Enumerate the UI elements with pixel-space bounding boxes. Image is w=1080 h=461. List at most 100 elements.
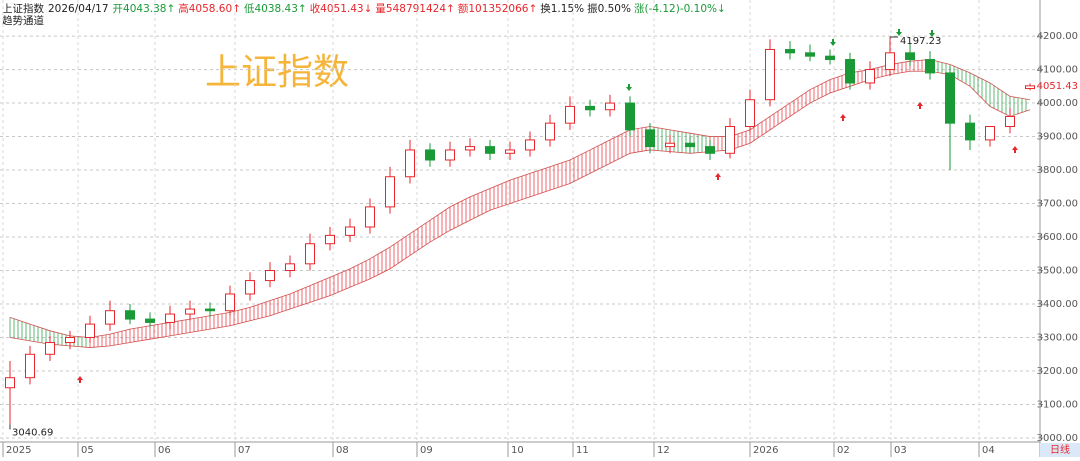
candle-body <box>425 149 435 161</box>
candle-body <box>165 313 175 323</box>
candle-body <box>745 99 755 128</box>
buy-arrow <box>715 173 721 180</box>
period-label[interactable]: 日线 <box>1050 443 1070 456</box>
candle-body <box>945 72 955 124</box>
candle-body <box>665 142 675 148</box>
x-tick-label: 07 <box>238 445 251 456</box>
candle-body <box>125 310 135 320</box>
candle-body <box>965 122 975 141</box>
quote-field: 量548791424↑ <box>375 3 454 15</box>
candle-body <box>1005 115 1015 128</box>
x-tick-label: 06 <box>158 445 171 456</box>
quote-header: 上证指数 2026/04/17 开4043.38↑ 高4058.60↑ 低4038.43… <box>2 2 726 15</box>
y-tick-label: 3800.00 <box>1037 165 1078 176</box>
candle-body <box>1025 85 1035 90</box>
y-tick-label: 3400.00 <box>1037 299 1078 310</box>
x-tick-label: 08 <box>336 445 349 456</box>
x-tick-label: 03 <box>894 445 907 456</box>
y-tick-label: 3900.00 <box>1037 132 1078 143</box>
candle-body <box>645 129 655 148</box>
candle-body <box>45 342 55 355</box>
candle-body <box>565 105 575 124</box>
candle-body <box>605 102 615 111</box>
candle-body <box>825 55 835 61</box>
candle-body <box>725 126 735 154</box>
candle-body <box>105 310 115 325</box>
channel-edge <box>9 70 1031 348</box>
buy-arrow <box>840 114 846 121</box>
candle-body <box>465 146 475 151</box>
candle-body <box>325 234 335 245</box>
y-tick-label: 3300.00 <box>1037 333 1078 344</box>
sell-arrow <box>830 39 836 46</box>
quote-field: 振0.50% <box>587 2 631 15</box>
sell-arrow <box>929 30 935 37</box>
x-tick-label: 10 <box>511 445 524 456</box>
candle-body <box>505 149 515 154</box>
symbol-name: 上证指数 <box>2 2 44 15</box>
candle-body <box>485 146 495 154</box>
candle-body <box>85 323 95 339</box>
candle-body <box>685 142 695 148</box>
y-tick-label: 3600.00 <box>1037 232 1078 243</box>
candle-body <box>5 377 15 389</box>
buy-arrow <box>917 102 923 109</box>
candle-body <box>625 102 635 131</box>
y-tick-label: 3500.00 <box>1037 266 1078 277</box>
quote-field: 换1.15% <box>540 2 584 15</box>
sell-arrow <box>626 84 632 91</box>
candle-body <box>225 293 235 312</box>
y-tick-label: 3200.00 <box>1037 366 1078 377</box>
candle-body <box>905 52 915 61</box>
buy-signals <box>77 102 1018 383</box>
candle-body <box>205 308 215 312</box>
candle-body <box>65 337 75 344</box>
channel-edge <box>9 59 1031 338</box>
candle-body <box>445 149 455 161</box>
x-tick-label: 12 <box>657 445 670 456</box>
sell-arrow <box>896 29 902 36</box>
candle-body <box>285 263 295 272</box>
candle-body <box>25 353 35 379</box>
x-tick-label: 02 <box>837 445 850 456</box>
indicator-name: 趋势通道 <box>2 14 44 27</box>
candle-body <box>365 206 375 228</box>
y-tick-label: 3700.00 <box>1037 199 1078 210</box>
quote-field: 涨(-4.12)-0.10%↓ <box>634 3 726 15</box>
candle-body <box>185 308 195 315</box>
y-tick-label: 4100.00 <box>1037 65 1078 76</box>
candle-body <box>585 105 595 111</box>
candle-body <box>805 52 815 57</box>
candle-body <box>385 176 395 208</box>
y-tick-label: 3100.00 <box>1037 399 1078 410</box>
y-tick-label: 4000.00 <box>1037 98 1078 109</box>
candle-body <box>925 59 935 74</box>
candle-body <box>785 48 795 54</box>
x-tick-label: 05 <box>81 445 94 456</box>
x-tick-label: 11 <box>576 445 589 456</box>
quote-field: 低4038.43↑ <box>244 2 307 15</box>
last-price-label: 4051.43 <box>1037 81 1078 92</box>
candle-body <box>345 226 355 236</box>
y-tick-label: 4200.00 <box>1037 31 1078 42</box>
quote-date: 2026/04/17 <box>48 3 109 15</box>
x-tick-label: 2026 <box>753 445 778 456</box>
candle-body <box>885 52 895 71</box>
plot: 4197.23 3040.69 4051.43 <box>5 36 1078 438</box>
sell-signals <box>626 29 935 91</box>
watermark: 上证指数 <box>205 52 349 93</box>
candle-body <box>245 280 255 295</box>
candle-body <box>845 59 855 84</box>
candle-body <box>865 69 875 84</box>
candle-body <box>305 243 315 265</box>
x-tick-label: 04 <box>982 445 995 456</box>
candle-body <box>265 270 275 282</box>
period-tab[interactable] <box>1040 443 1080 457</box>
candle-body <box>765 48 775 101</box>
candle-body <box>405 149 415 178</box>
x-tick-label: 09 <box>420 445 433 456</box>
buy-arrow <box>1012 146 1018 153</box>
